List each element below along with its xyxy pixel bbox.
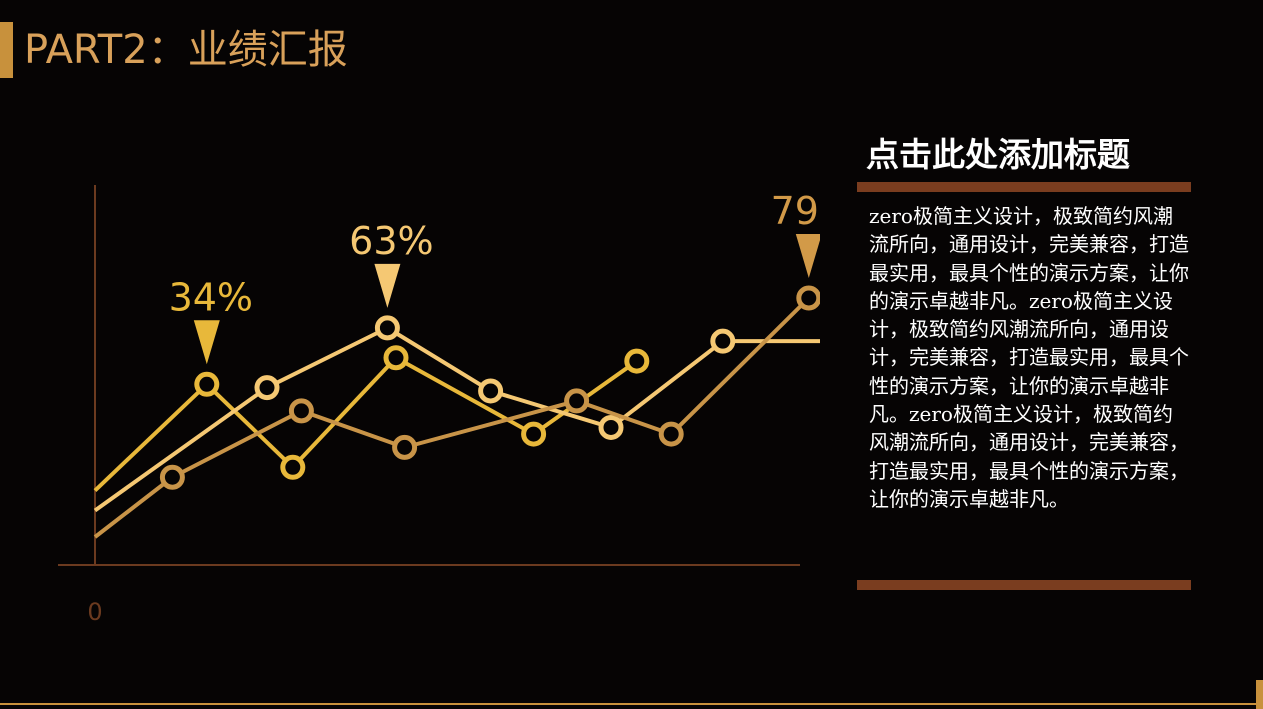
data-point-3-6	[796, 285, 820, 311]
title-accent-bar	[0, 22, 13, 78]
line-chart: 0 34% 63% 79%	[58, 185, 820, 626]
data-point-3-3	[392, 434, 418, 460]
panel-divider-top	[857, 182, 1191, 192]
panel-title: 点击此处添加标题	[866, 135, 1130, 174]
callout-label-1: 34%	[169, 275, 253, 319]
origin-tick-label: 0	[87, 598, 102, 626]
data-point-2-2	[374, 315, 400, 341]
series-line-1	[93, 355, 638, 492]
data-point-3-4	[564, 388, 590, 414]
data-point-2-3	[478, 378, 504, 404]
data-point-2-1	[254, 375, 280, 401]
callout-label-3: 79%	[771, 189, 820, 233]
data-point-1-5	[624, 348, 650, 374]
data-point-1-3	[383, 345, 409, 371]
data-point-1-4	[521, 421, 547, 447]
series-line-2	[93, 325, 820, 513]
data-point-2-5	[710, 328, 736, 354]
data-point-3-5	[658, 421, 684, 447]
callout-label-2: 63%	[349, 219, 433, 263]
callout-arrow-3	[795, 234, 820, 278]
data-point-1-2	[280, 454, 306, 480]
corner-accent	[1256, 680, 1263, 709]
data-point-3-1	[159, 464, 185, 490]
callout-arrow-1	[193, 320, 220, 365]
data-point-2-4	[598, 414, 624, 440]
page-title: PART2：业绩汇报	[24, 27, 348, 73]
panel-divider-bottom	[857, 580, 1191, 590]
bottom-accent-line	[0, 703, 1263, 705]
data-point-1-1	[194, 371, 220, 397]
callout-arrow-2	[374, 263, 401, 308]
data-point-3-2	[288, 398, 314, 424]
panel-body-text: zero极简主义设计，极致简约风潮流所向，通用设计，完美兼容，打造最实用，最具个…	[869, 204, 1189, 511]
